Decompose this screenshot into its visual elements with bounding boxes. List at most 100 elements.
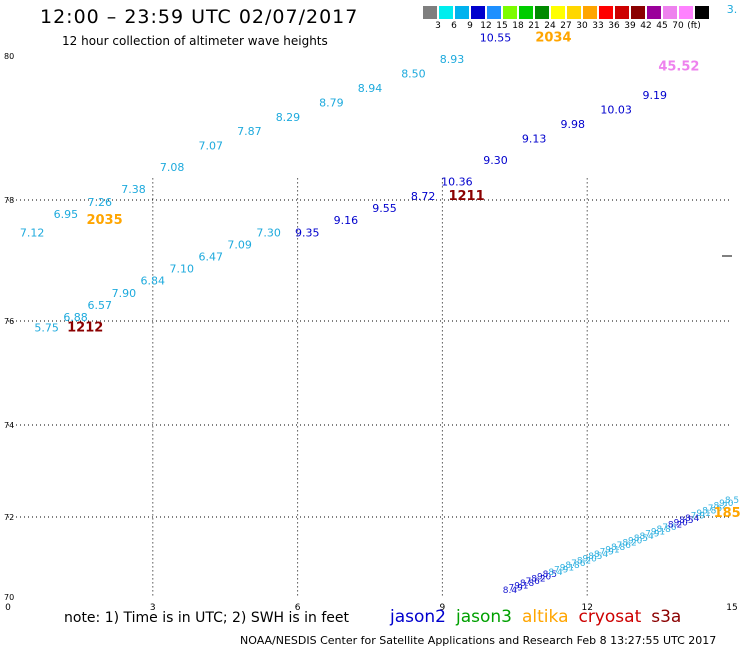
mission-legend: jason2 jason3 altika cryosat s3a [390, 607, 691, 627]
wave-height-label: 8.94 [358, 82, 383, 95]
wave-height-cluster-mark: 8.2 [668, 521, 682, 531]
wave-height-label: 6.95 [54, 208, 79, 221]
y-tick-label: 70 [4, 593, 14, 602]
wave-height-cluster-mark: 8.4 [503, 586, 518, 596]
wave-height-cluster-mark: 9.1 [514, 581, 528, 591]
pass-time-label: 185 [714, 506, 740, 521]
color-tick-label: 45 [656, 21, 668, 31]
color-scale-ticks: 3 6 9 12 15 18 21 24 27 30 33 36 39 42 45 70 (ft) [422, 21, 740, 33]
wave-height-cluster-mark: 8.8 [657, 525, 672, 535]
wave-height-cluster-mark: 8.4 [548, 568, 563, 578]
wave-height-cluster-mark: 7.9 [645, 530, 660, 540]
color-swatch [646, 5, 662, 20]
wave-height-label: 7.09 [227, 238, 252, 251]
color-tick-label: 12 [480, 21, 492, 31]
wave-height-label: 6.84 [141, 275, 166, 288]
pass-time-label: 2034 [535, 31, 571, 46]
credit-line: NOAA/NESDIS Center for Satellite Applica… [240, 634, 717, 647]
color-tick-label: 36 [608, 21, 620, 31]
y-tick-label: 72 [4, 513, 14, 522]
wave-height-label: 7.07 [198, 140, 223, 153]
wave-height-label: 8.79 [319, 96, 344, 109]
wave-height-label: 9.55 [372, 202, 397, 215]
color-tick-label: 27 [560, 21, 572, 31]
color-swatch [582, 5, 598, 20]
wave-height-cluster-mark: 8.5 [588, 552, 602, 562]
x-tick-label: 0 [5, 603, 11, 613]
pass-time-label: 1212 [67, 320, 103, 335]
y-tick-label: 80 [4, 52, 14, 61]
wave-height-cluster-mark: 7.6 [708, 504, 723, 514]
wave-height-cluster-mark: 8.8 [702, 507, 717, 517]
wave-height-cluster-mark: 9.1 [651, 527, 665, 537]
wave-height-label: 7.12 [20, 226, 45, 239]
color-swatch [470, 5, 486, 20]
color-swatch [454, 5, 470, 20]
color-swatch [438, 5, 454, 20]
wave-height-label: 10.03 [600, 104, 632, 117]
color-tick-label: 30 [576, 21, 588, 31]
color-swatch [486, 5, 502, 20]
color-swatch [614, 5, 630, 20]
pass-time-label: 45.52 [658, 59, 699, 74]
color-swatch [678, 5, 694, 20]
color-swatch [502, 5, 518, 20]
color-swatch [518, 5, 534, 20]
wave-height-label: 7.94 [671, 0, 696, 1]
x-tick-label: 15 [726, 603, 737, 613]
color-swatch [566, 5, 582, 20]
wave-height-label: 9.98 [560, 118, 585, 131]
color-swatch [550, 5, 566, 20]
pass-time-label: 2035 [86, 213, 122, 228]
wave-height-cluster-mark: 8.5 [543, 570, 557, 580]
wave-height-label: 9.35 [295, 226, 320, 239]
color-tick-label: 9 [467, 21, 473, 31]
color-swatch [694, 5, 710, 20]
wave-height-cluster-mark: 8.8 [565, 561, 580, 571]
wave-height-label: 6.47 [198, 251, 223, 264]
wave-height-cluster-mark: 7.9 [691, 512, 706, 522]
wave-height-cluster-mark: 9.0 [674, 518, 689, 528]
wave-height-cluster-mark: 8.4 [594, 550, 609, 560]
wave-height-cluster-mark: 8.2 [531, 575, 545, 585]
wave-height-cluster-mark: 9.0 [719, 499, 734, 509]
wave-height-label: 9.13 [522, 132, 547, 145]
color-swatch [422, 5, 438, 20]
map-subtitle: 12 hour collection of altimeter wave hei… [62, 34, 328, 48]
wave-height-cluster-mark: 9.1 [605, 545, 619, 555]
color-tick-label: 18 [512, 21, 524, 31]
x-tick-label: 3 [150, 603, 156, 613]
wave-height-label: 9.30 [483, 154, 508, 167]
color-scale-bar [422, 5, 710, 20]
wave-height-cluster-mark: 8.5 [679, 516, 693, 526]
wave-height-label: 7.38 [121, 183, 146, 196]
wave-height-cluster-mark: 9.1 [696, 509, 710, 519]
wave-height-cluster-mark: 8.5 [725, 496, 739, 506]
mission-name: s3a [651, 607, 682, 627]
color-tick-label: 39 [624, 21, 636, 31]
wave-height-cluster-mark: 7.6 [617, 541, 632, 551]
wave-height-label: 3. [727, 3, 738, 16]
x-tick-label: 9 [440, 603, 446, 613]
wave-height-cluster-mark: 9.1 [560, 563, 574, 573]
footnote: note: 1) Time is in UTC; 2) SWH is in fe… [64, 610, 350, 626]
color-swatch [630, 5, 646, 20]
color-swatch [662, 5, 678, 20]
wave-height-cluster-mark: 8.8 [611, 543, 626, 553]
wave-height-label: 7.10 [170, 263, 195, 276]
wave-height-label: 10.36 [441, 176, 473, 189]
y-tick-label: 78 [4, 196, 14, 205]
wave-height-cluster-mark: 8.2 [577, 557, 591, 567]
wave-height-label: 9.16 [334, 214, 359, 227]
wave-height-label: 8.50 [401, 68, 426, 81]
mission-name: jason2 [390, 607, 446, 627]
wave-height-cluster-mark: 7.6 [571, 559, 586, 569]
wave-height-cluster-mark: 9.0 [628, 536, 643, 546]
color-tick-label: 3 [435, 21, 441, 31]
wave-height-label: 8.72 [411, 190, 436, 203]
color-tick-label: (ft) [687, 21, 701, 31]
wave-height-cluster-mark: 8.2 [713, 501, 727, 511]
wave-height-cluster-mark: 8.5 [634, 534, 648, 544]
wave-height-label: 8.93 [440, 53, 465, 66]
